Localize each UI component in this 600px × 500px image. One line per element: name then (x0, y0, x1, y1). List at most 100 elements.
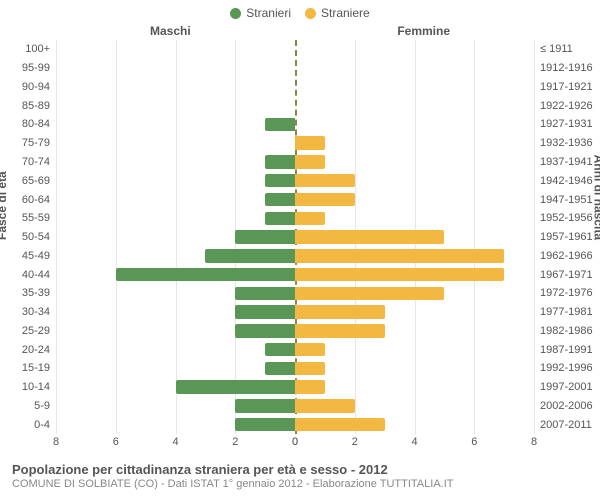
x-axis: 8642002468 (56, 436, 534, 452)
birth-year-label: 1997-2001 (534, 381, 593, 393)
bar-male (265, 155, 295, 169)
age-group-label: 55-59 (22, 212, 56, 224)
age-group-label: 70-74 (22, 156, 56, 168)
rows: 100+≤ 191195-991912-191690-941917-192185… (56, 40, 534, 434)
birth-year-label: 1977-1981 (534, 306, 593, 318)
age-group-label: 95-99 (22, 62, 56, 74)
birth-year-label: 1972-1976 (534, 287, 593, 299)
age-group-label: 25-29 (22, 325, 56, 337)
bar-female (295, 212, 325, 226)
pyramid-row: 100+≤ 1911 (56, 40, 534, 59)
bar-male (116, 268, 295, 282)
column-title-female: Femmine (397, 24, 450, 38)
bar-female (295, 268, 504, 282)
pyramid-row: 10-141997-2001 (56, 378, 534, 397)
age-group-label: 35-39 (22, 287, 56, 299)
bar-female (295, 174, 355, 188)
pyramid-row: 75-791932-1936 (56, 134, 534, 153)
age-group-label: 65-69 (22, 175, 56, 187)
bar-male (235, 418, 295, 432)
pyramid-row: 20-241987-1991 (56, 340, 534, 359)
chart-footer: Popolazione per cittadinanza straniera p… (0, 458, 600, 500)
chart-subtitle: COMUNE DI SOLBIATE (CO) - Dati ISTAT 1° … (12, 478, 588, 492)
x-tick-label: 8 (53, 436, 59, 448)
birth-year-label: 1942-1946 (534, 175, 593, 187)
age-group-label: 50-54 (22, 231, 56, 243)
age-group-label: 75-79 (22, 137, 56, 149)
x-tick-label: 0 (292, 436, 298, 448)
age-group-label: 0-4 (34, 419, 56, 431)
pyramid-row: 45-491962-1966 (56, 246, 534, 265)
birth-year-label: 1982-1986 (534, 325, 593, 337)
bar-male (235, 324, 295, 338)
age-group-label: 15-19 (22, 362, 56, 374)
legend-item-male: Stranieri (230, 6, 291, 20)
age-group-label: 45-49 (22, 250, 56, 262)
pyramid-row: 95-991912-1916 (56, 59, 534, 78)
age-group-label: 5-9 (34, 400, 56, 412)
pyramid-row: 65-691942-1946 (56, 171, 534, 190)
pyramid-chart: Maschi Femmine Fasce di età Anni di nasc… (0, 22, 600, 458)
birth-year-label: 1917-1921 (534, 81, 593, 93)
pyramid-row: 50-541957-1961 (56, 228, 534, 247)
age-group-label: 80-84 (22, 118, 56, 130)
column-title-male: Maschi (150, 24, 191, 38)
age-group-label: 30-34 (22, 306, 56, 318)
bar-male (265, 193, 295, 207)
pyramid-row: 25-291982-1986 (56, 321, 534, 340)
bar-male (205, 249, 295, 263)
legend-item-female: Straniere (305, 6, 370, 20)
age-group-label: 20-24 (22, 344, 56, 356)
pyramid-row: 35-391972-1976 (56, 284, 534, 303)
bar-female (295, 324, 385, 338)
age-group-label: 100+ (25, 43, 56, 55)
x-tick-label: 4 (411, 436, 417, 448)
pyramid-row: 30-341977-1981 (56, 303, 534, 322)
pyramid-row: 0-42007-2011 (56, 415, 534, 434)
pyramid-row: 5-92002-2006 (56, 397, 534, 416)
birth-year-label: 1937-1941 (534, 156, 593, 168)
bar-female (295, 305, 385, 319)
bar-female (295, 399, 355, 413)
bar-male (265, 343, 295, 357)
birth-year-label: 1947-1951 (534, 194, 593, 206)
bar-female (295, 380, 325, 394)
age-group-label: 90-94 (22, 81, 56, 93)
legend-swatch-female (305, 8, 316, 19)
birth-year-label: 1952-1956 (534, 212, 593, 224)
bar-male (265, 118, 295, 132)
bar-female (295, 343, 325, 357)
bar-female (295, 418, 385, 432)
age-group-label: 60-64 (22, 194, 56, 206)
birth-year-label: 1962-1966 (534, 250, 593, 262)
birth-year-label: 1987-1991 (534, 344, 593, 356)
legend-swatch-male (230, 8, 241, 19)
pyramid-row: 15-191992-1996 (56, 359, 534, 378)
bar-male (265, 174, 295, 188)
legend-label-female: Straniere (321, 6, 370, 20)
pyramid-row: 80-841927-1931 (56, 115, 534, 134)
x-tick-label: 8 (531, 436, 537, 448)
age-group-label: 10-14 (22, 381, 56, 393)
bar-male (235, 287, 295, 301)
pyramid-row: 60-641947-1951 (56, 190, 534, 209)
x-tick-label: 2 (232, 436, 238, 448)
birth-year-label: 1912-1916 (534, 62, 593, 74)
birth-year-label: 1957-1961 (534, 231, 593, 243)
bar-male (176, 380, 296, 394)
pyramid-row: 90-941917-1921 (56, 78, 534, 97)
chart-title: Popolazione per cittadinanza straniera p… (12, 462, 588, 478)
plot-area: 100+≤ 191195-991912-191690-941917-192185… (56, 40, 534, 434)
birth-year-label: 1927-1931 (534, 118, 593, 130)
birth-year-label: 1967-1971 (534, 269, 593, 281)
bar-male (235, 230, 295, 244)
pyramid-row: 55-591952-1956 (56, 209, 534, 228)
bar-female (295, 230, 444, 244)
x-tick-label: 6 (113, 436, 119, 448)
birth-year-label: 1932-1936 (534, 137, 593, 149)
pyramid-row: 85-891922-1926 (56, 96, 534, 115)
bar-female (295, 136, 325, 150)
bar-female (295, 155, 325, 169)
pyramid-row: 40-441967-1971 (56, 265, 534, 284)
birth-year-label: 1992-1996 (534, 362, 593, 374)
